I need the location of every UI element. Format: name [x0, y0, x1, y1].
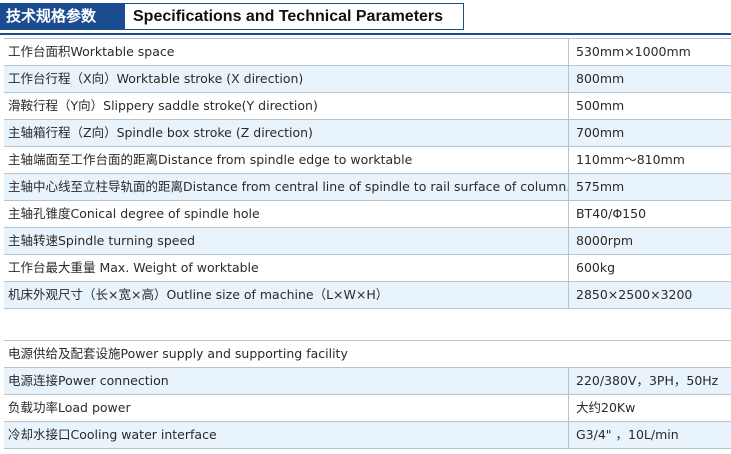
column-divider	[568, 174, 569, 200]
spec-value: BT40/Φ150	[576, 206, 647, 221]
power-row-load: 负载功率Load power 大约20Kw	[4, 395, 731, 422]
spec-value: 大约20Kw	[576, 400, 636, 415]
spec-label: 主轴孔锥度Conical degree of spindle hole	[8, 206, 260, 221]
column-divider	[568, 120, 569, 146]
power-row-connection: 电源连接Power connection 220/380V，3PH，50Hz	[4, 368, 731, 395]
spec-label: 电源连接Power connection	[8, 373, 169, 388]
column-divider	[568, 368, 569, 394]
spec-label: 主轴箱行程（Z向）Spindle box stroke (Z direction…	[8, 125, 313, 140]
column-divider	[568, 147, 569, 173]
spec-row-z-stroke: 主轴箱行程（Z向）Spindle box stroke (Z direction…	[4, 120, 731, 147]
header-badge: 技术规格参数	[0, 3, 124, 30]
column-divider	[568, 255, 569, 281]
spec-label: 工作台行程（X向）Worktable stroke (X direction)	[8, 71, 304, 86]
spec-value: 600kg	[576, 260, 616, 275]
spec-row-spindle-speed: 主轴转速Spindle turning speed 8000rpm	[4, 228, 731, 255]
spec-label: 主轴转速Spindle turning speed	[8, 233, 196, 248]
spec-label: 主轴中心线至立柱导轨面的距离Distance from central line…	[8, 179, 571, 194]
column-divider	[568, 39, 569, 65]
power-row-cooling: 冷却水接口Cooling water interface G3/4" ，10L/…	[4, 422, 731, 449]
spec-row-max-weight: 工作台最大重量 Max. Weight of worktable 600kg	[4, 255, 731, 282]
spec-table: 工作台面积Worktable space 530mm×1000mm 工作台行程（…	[4, 38, 731, 309]
power-section-row: 电源供给及配套设施Power supply and supporting fac…	[4, 341, 731, 368]
spec-label: 负载功率Load power	[8, 400, 131, 415]
column-divider	[568, 93, 569, 119]
column-divider	[568, 395, 569, 421]
spec-value: G3/4" ，10L/min	[576, 427, 679, 442]
spec-row-outline-size: 机床外观尺寸（长×宽×高）Outline size of machine（L×W…	[4, 282, 731, 309]
spec-value: 700mm	[576, 125, 625, 140]
spec-label: 滑鞍行程（Y向）Slippery saddle stroke(Y directi…	[8, 98, 318, 113]
spec-label: 机床外观尺寸（长×宽×高）Outline size of machine（L×W…	[8, 287, 389, 302]
spec-row-spindle-taper: 主轴孔锥度Conical degree of spindle hole BT40…	[4, 201, 731, 228]
spec-label: 工作台面积Worktable space	[8, 44, 175, 59]
section-header: 技术规格参数 Specifications and Technical Para…	[0, 0, 731, 36]
spec-value: 2850×2500×3200	[576, 287, 693, 302]
spec-value: 500mm	[576, 98, 625, 113]
header-underline	[0, 33, 731, 35]
column-divider	[568, 66, 569, 92]
header-title: Specifications and Technical Parameters	[124, 3, 464, 30]
spec-row-worktable-space: 工作台面积Worktable space 530mm×1000mm	[4, 39, 731, 66]
power-section-label: 电源供给及配套设施Power supply and supporting fac…	[8, 346, 348, 361]
spec-label: 冷却水接口Cooling water interface	[8, 427, 217, 442]
spec-row-spindle-column: 主轴中心线至立柱导轨面的距离Distance from central line…	[4, 174, 731, 201]
column-divider	[568, 228, 569, 254]
spec-value: 800mm	[576, 71, 625, 86]
spec-row-spindle-distance: 主轴端面至工作台面的距离Distance from spindle edge t…	[4, 147, 731, 174]
spec-label: 工作台最大重量 Max. Weight of worktable	[8, 260, 259, 275]
spec-value: 110mm～810mm	[576, 152, 685, 167]
spec-value: 220/380V，3PH，50Hz	[576, 373, 719, 388]
power-table: 电源供给及配套设施Power supply and supporting fac…	[4, 340, 731, 449]
spec-value: 530mm×1000mm	[576, 44, 691, 59]
spec-row-x-stroke: 工作台行程（X向）Worktable stroke (X direction) …	[4, 66, 731, 93]
spec-value: 575mm	[576, 179, 625, 194]
spec-label: 主轴端面至工作台面的距离Distance from spindle edge t…	[8, 152, 413, 167]
column-divider	[568, 282, 569, 308]
column-divider	[568, 422, 569, 448]
column-divider	[568, 201, 569, 227]
spec-row-y-stroke: 滑鞍行程（Y向）Slippery saddle stroke(Y directi…	[4, 93, 731, 120]
spec-value: 8000rpm	[576, 233, 634, 248]
